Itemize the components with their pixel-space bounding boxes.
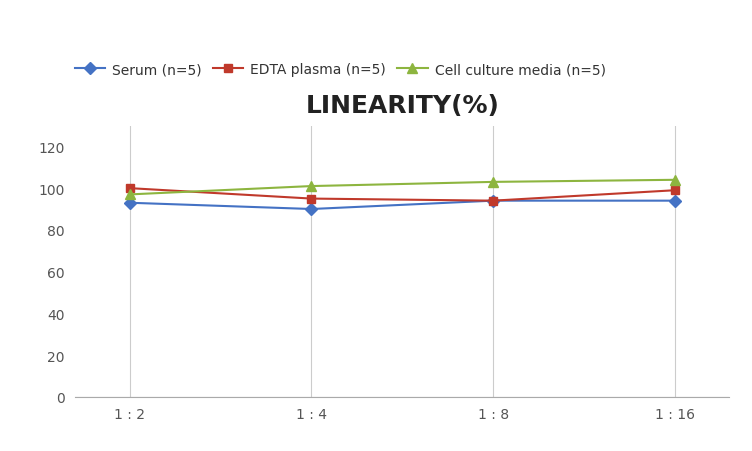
Cell culture media (n=5) <box>125 192 134 198</box>
EDTA plasma (n=5) <box>125 186 134 191</box>
Serum (n=5) <box>125 201 134 206</box>
Cell culture media (n=5) <box>489 180 498 185</box>
Line: Cell culture media (n=5): Cell culture media (n=5) <box>125 175 680 200</box>
Legend: Serum (n=5), EDTA plasma (n=5), Cell culture media (n=5): Serum (n=5), EDTA plasma (n=5), Cell cul… <box>69 57 611 83</box>
EDTA plasma (n=5) <box>489 198 498 204</box>
Cell culture media (n=5) <box>671 178 680 183</box>
EDTA plasma (n=5) <box>671 188 680 193</box>
Serum (n=5) <box>489 198 498 204</box>
Serum (n=5) <box>671 198 680 204</box>
Cell culture media (n=5) <box>307 184 316 189</box>
Title: LINEARITY(%): LINEARITY(%) <box>305 93 499 117</box>
Line: Serum (n=5): Serum (n=5) <box>126 197 679 214</box>
Serum (n=5) <box>307 207 316 212</box>
Line: EDTA plasma (n=5): EDTA plasma (n=5) <box>126 184 679 205</box>
EDTA plasma (n=5) <box>307 197 316 202</box>
